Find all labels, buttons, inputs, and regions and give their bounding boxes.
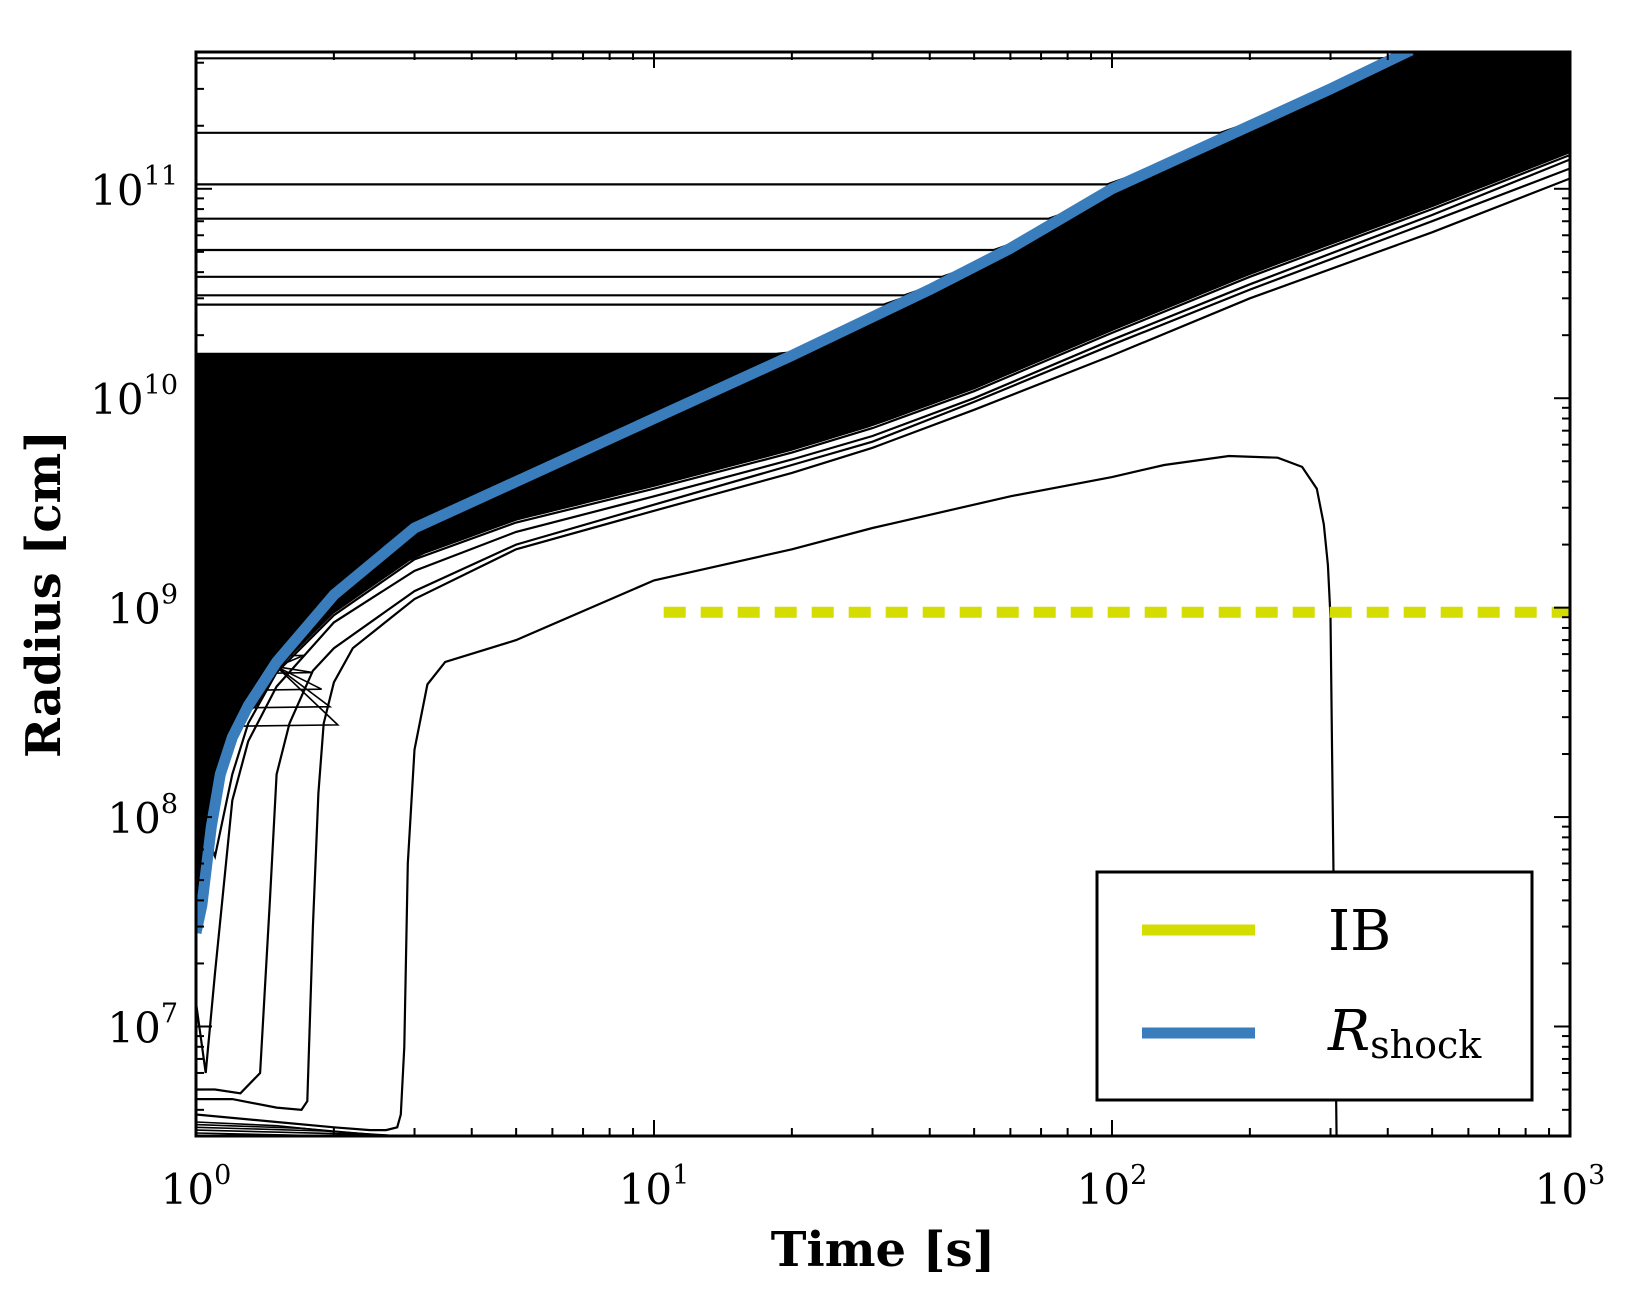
mid2-line xyxy=(196,167,1570,1095)
x-tick-label: 103 xyxy=(1535,1160,1606,1214)
x-tick-label-base: 10 xyxy=(161,1165,214,1214)
mid3-line xyxy=(196,158,1570,1074)
x-tick-label-exp: 2 xyxy=(1130,1160,1147,1191)
legend-rshock-sub: shock xyxy=(1370,1023,1482,1067)
legend-ib-label: IB xyxy=(1328,899,1391,964)
y-tick-label: 1011 xyxy=(90,161,178,215)
legend: IB Rshock xyxy=(1095,870,1534,1102)
y-tick-label-base: 10 xyxy=(107,1003,160,1052)
shell-lines xyxy=(196,52,1570,1136)
x-tick-label-exp: 1 xyxy=(672,1160,689,1191)
y-tick-label-base: 10 xyxy=(107,794,160,843)
y-tick-label-exp: 9 xyxy=(161,580,178,611)
x-tick-label-base: 10 xyxy=(1077,1165,1130,1214)
legend-rshock-main: R xyxy=(1327,999,1370,1064)
flat-shell-line xyxy=(196,251,1028,297)
x-tick-label-base: 10 xyxy=(619,1165,672,1214)
x-tick-label-exp: 0 xyxy=(214,1160,231,1191)
x-tick-label-exp: 3 xyxy=(1588,1160,1605,1191)
y-tick-label-exp: 10 xyxy=(144,370,178,401)
y-tick-label-base: 10 xyxy=(90,375,143,424)
y-tick-label-exp: 7 xyxy=(161,998,178,1029)
flat-shell-line xyxy=(196,174,1173,220)
highlight-series xyxy=(196,52,1570,935)
flat-shell-line xyxy=(196,206,1118,252)
x-axis-label: Time [s] xyxy=(771,1222,995,1278)
x-tick-label-base: 10 xyxy=(1535,1165,1588,1214)
mid1-line xyxy=(196,177,1570,1111)
shell-band xyxy=(196,52,1570,933)
x-tick-label: 101 xyxy=(619,1160,690,1214)
y-tick-label-base: 10 xyxy=(107,585,160,634)
y-axis-label: Radius [cm] xyxy=(16,430,72,758)
y-tick-label: 109 xyxy=(107,580,178,634)
legend-frame xyxy=(1095,870,1534,1102)
bottom-line xyxy=(196,1132,421,1136)
flat-shell-line xyxy=(196,233,1066,278)
mid4-line xyxy=(196,153,1570,861)
inner-line xyxy=(196,454,1338,1136)
flat-shell-line xyxy=(196,52,1502,60)
y-tick-label: 107 xyxy=(107,998,178,1052)
axis-ticks xyxy=(195,52,1571,1137)
y-tick-label-base: 10 xyxy=(90,166,143,215)
y-tick-label: 1010 xyxy=(90,370,178,424)
y-tick-label: 108 xyxy=(107,789,178,843)
x-tick-label: 102 xyxy=(1077,1160,1148,1214)
y-tick-label-exp: 8 xyxy=(161,789,178,820)
y-tick-label-exp: 11 xyxy=(144,161,178,192)
plot-frame xyxy=(194,50,1572,1138)
x-tick-label: 100 xyxy=(161,1160,232,1214)
shell-band-top xyxy=(1010,52,1570,147)
fan-line xyxy=(196,586,354,728)
shell-band-fill xyxy=(196,52,1570,933)
rshock-line xyxy=(196,52,1414,935)
legend-rshock-label: Rshock xyxy=(1327,999,1482,1067)
